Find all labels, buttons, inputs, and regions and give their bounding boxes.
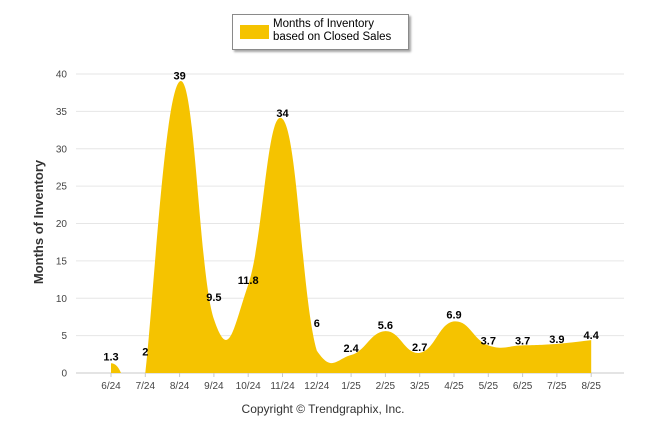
data-label: 2.4: [343, 343, 359, 355]
x-tick-label: 6/25: [513, 381, 533, 392]
data-label: 2.7: [412, 342, 427, 354]
x-tick-label: 11/24: [270, 381, 295, 392]
y-tick-label: 30: [56, 144, 68, 155]
x-tick-label: 10/24: [236, 381, 261, 392]
x-axis-ticks: 6/24 7/24 8/24 9/24 10/24 11/24 12/24 1/25 2/25 3…: [101, 373, 601, 392]
y-tick-label: 15: [56, 256, 68, 267]
data-label: 3.7: [515, 335, 530, 347]
x-tick-label: 3/25: [410, 381, 430, 392]
area-segment: [111, 363, 121, 373]
x-tick-label: 9/24: [204, 381, 224, 392]
data-label: 11.8: [238, 275, 259, 287]
data-label: 5.6: [378, 320, 393, 332]
data-label: 9.5: [206, 292, 221, 304]
y-tick-label: 40: [56, 70, 68, 81]
y-tick-label: 20: [56, 219, 68, 230]
x-tick-label: 1/25: [341, 381, 361, 392]
y-tick-label: 0: [61, 369, 67, 380]
legend-label: Months of Inventory based on Closed Sale…: [273, 18, 392, 43]
data-label: 39: [173, 70, 185, 82]
y-tick-label: 35: [56, 107, 68, 118]
legend-swatch: [240, 25, 269, 39]
data-label: 4.4: [584, 330, 600, 342]
data-labels: 1.3 2 39 9.5 11.8 34 6 2.4 5.6 2.7 6.9 3.7 3.7 3.9 4.4: [103, 70, 599, 363]
copyright-text: Copyright © Trendgraphix, Inc.: [241, 402, 405, 416]
data-label: 2: [142, 347, 148, 359]
x-tick-label: 7/25: [547, 381, 567, 392]
x-tick-label: 8/25: [581, 381, 601, 392]
x-tick-label: 6/24: [101, 381, 121, 392]
x-tick-label: 5/25: [479, 381, 499, 392]
x-tick-label: 7/24: [136, 381, 156, 392]
y-axis-ticks: 0 5 10 15 20 25 30 35 40: [56, 70, 68, 380]
x-tick-label: 2/25: [376, 381, 396, 392]
data-label: 6.9: [446, 309, 461, 321]
area-fill: [145, 80, 592, 374]
data-label: 3.9: [549, 334, 564, 346]
y-tick-label: 5: [61, 331, 67, 342]
x-tick-label: 4/25: [444, 381, 464, 392]
data-label: 3.7: [481, 335, 496, 347]
data-label: 34: [276, 108, 289, 120]
y-axis-title: Months of Inventory: [31, 159, 46, 284]
area-series: [111, 80, 592, 374]
x-tick-label: 12/24: [304, 381, 329, 392]
y-tick-label: 10: [56, 294, 68, 305]
data-label: 1.3: [103, 351, 118, 363]
legend: Months of Inventory based on Closed Sale…: [232, 14, 409, 50]
x-tick-label: 8/24: [170, 381, 190, 392]
data-label: 6: [314, 318, 320, 330]
y-tick-label: 25: [56, 182, 68, 193]
